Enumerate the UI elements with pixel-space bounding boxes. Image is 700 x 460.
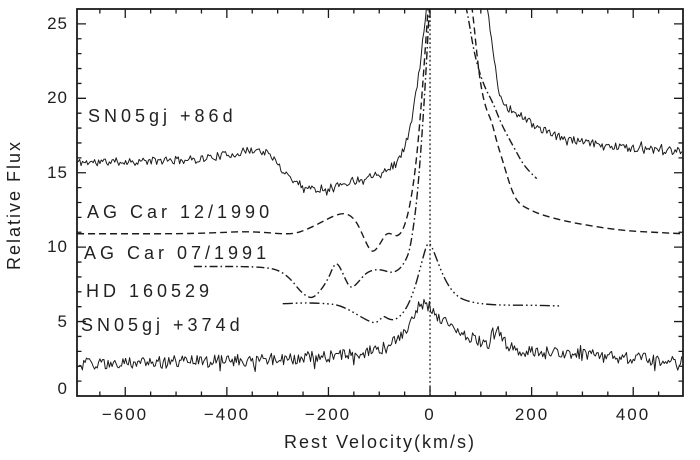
series-label-hd-160529: HD 160529: [86, 281, 214, 301]
series-label-sn05gj-86d: SN05gj +86d: [88, 106, 237, 126]
y-axis-title: Relative Flux: [4, 139, 24, 271]
y-tick-label-20: 20: [47, 88, 68, 107]
x-tick-label-400: 400: [615, 405, 651, 424]
y-tick-label-15: 15: [47, 163, 68, 182]
x-tick-label-neg400: −400: [203, 405, 251, 424]
x-tick-label-neg200: −200: [304, 405, 352, 424]
series-label-agcar-07-1991: AG Car 07/1991: [84, 243, 271, 263]
x-axis-title: Rest Velocity(km/s): [283, 432, 477, 452]
x-tick-label-neg600: −600: [101, 405, 149, 424]
x-tick-label-0: 0: [424, 405, 436, 424]
series-label-sn05gj-374d: SN05gj +374d: [81, 315, 244, 335]
x-tick-label-200: 200: [514, 405, 550, 424]
y-tick-label-10: 10: [47, 237, 68, 256]
y-tick-label-0: 0: [57, 379, 68, 398]
y-tick-label-25: 25: [47, 14, 68, 33]
series-label-agcar-12-1990: AG Car 12/1990: [87, 202, 274, 222]
y-tick-label-5: 5: [57, 312, 68, 331]
